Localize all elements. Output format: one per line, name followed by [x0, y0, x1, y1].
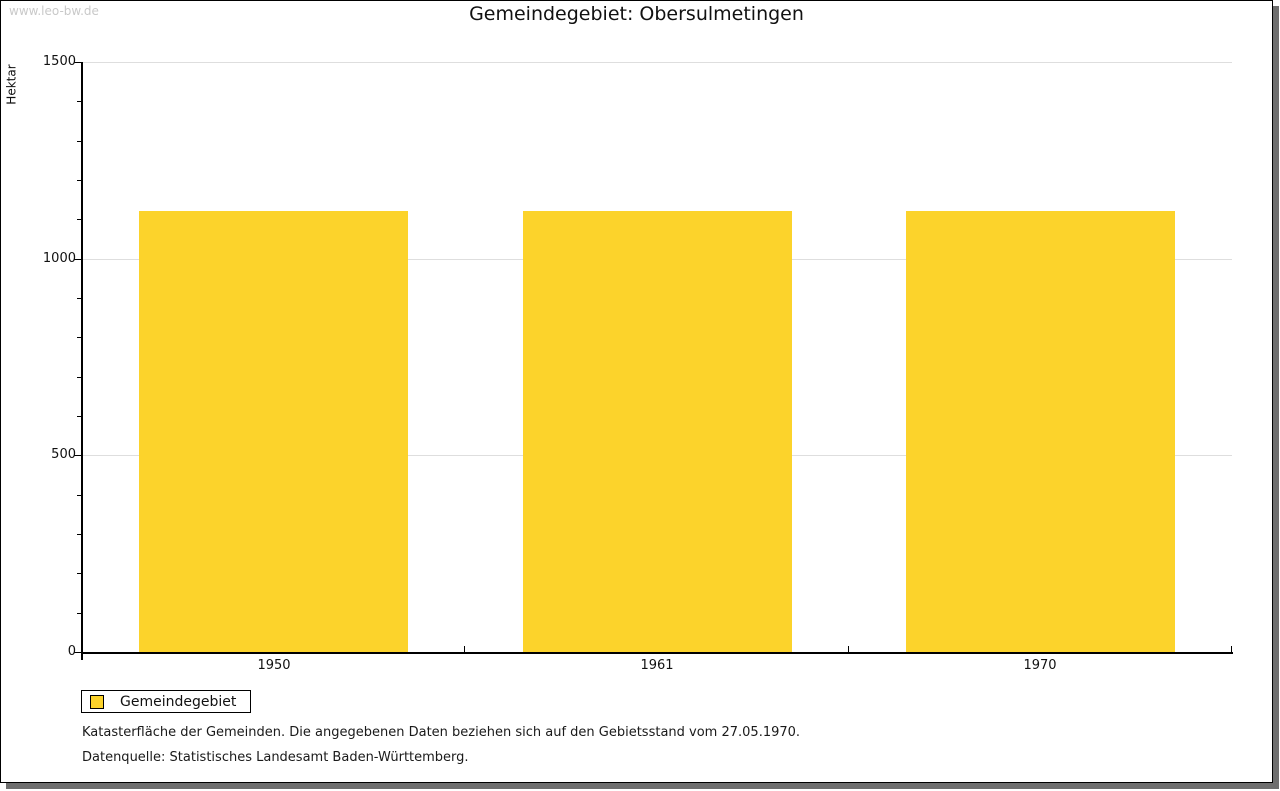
y-minor-tick	[77, 377, 82, 378]
x-boundary-tick	[464, 646, 465, 652]
y-tick-label-1000: 1000	[42, 251, 76, 266]
chart-title: Gemeindegebiet: Obersulmetingen	[469, 3, 804, 25]
x-category-label-1961: 1961	[640, 658, 674, 673]
y-minor-tick	[77, 534, 82, 535]
y-minor-tick	[77, 573, 82, 574]
x-boundary-tick	[1231, 646, 1232, 652]
bar-1961	[523, 211, 792, 652]
y-minor-tick	[77, 337, 82, 338]
x-boundary-tick	[848, 646, 849, 652]
y-minor-tick	[77, 298, 82, 299]
y-minor-tick	[77, 101, 82, 102]
y-minor-tick	[77, 416, 82, 417]
y-tick-1000	[74, 259, 82, 260]
x-axis-line	[81, 652, 1233, 654]
y-tick-1500	[74, 62, 82, 63]
x-category-label-1970: 1970	[1023, 658, 1057, 673]
y-minor-tick	[77, 180, 82, 181]
y-tick-label-0: 0	[67, 644, 76, 659]
y-minor-tick	[77, 613, 82, 614]
y-minor-tick	[77, 219, 82, 220]
bar-1970	[906, 211, 1175, 652]
legend-label: Gemeindegebiet	[120, 693, 237, 710]
watermark: www.leo-bw.de	[9, 4, 99, 18]
footnote-source-note: Katasterfläche der Gemeinden. Die angege…	[82, 725, 801, 740]
y-tick-0	[74, 652, 82, 653]
bar-1950	[139, 211, 408, 652]
footnote-data-source: Datenquelle: Statistisches Landesamt Bad…	[82, 750, 469, 765]
y-minor-tick	[77, 495, 82, 496]
x-category-label-1950: 1950	[257, 658, 291, 673]
y-tick-500	[74, 455, 82, 456]
y-axis-line	[81, 62, 83, 660]
y-tick-label-500: 500	[51, 447, 76, 462]
gridline-1500	[82, 62, 1232, 63]
legend-swatch-icon	[90, 694, 104, 709]
y-tick-label-1500: 1500	[42, 54, 76, 69]
y-minor-tick	[77, 141, 82, 142]
legend: Gemeindegebiet	[81, 690, 252, 713]
